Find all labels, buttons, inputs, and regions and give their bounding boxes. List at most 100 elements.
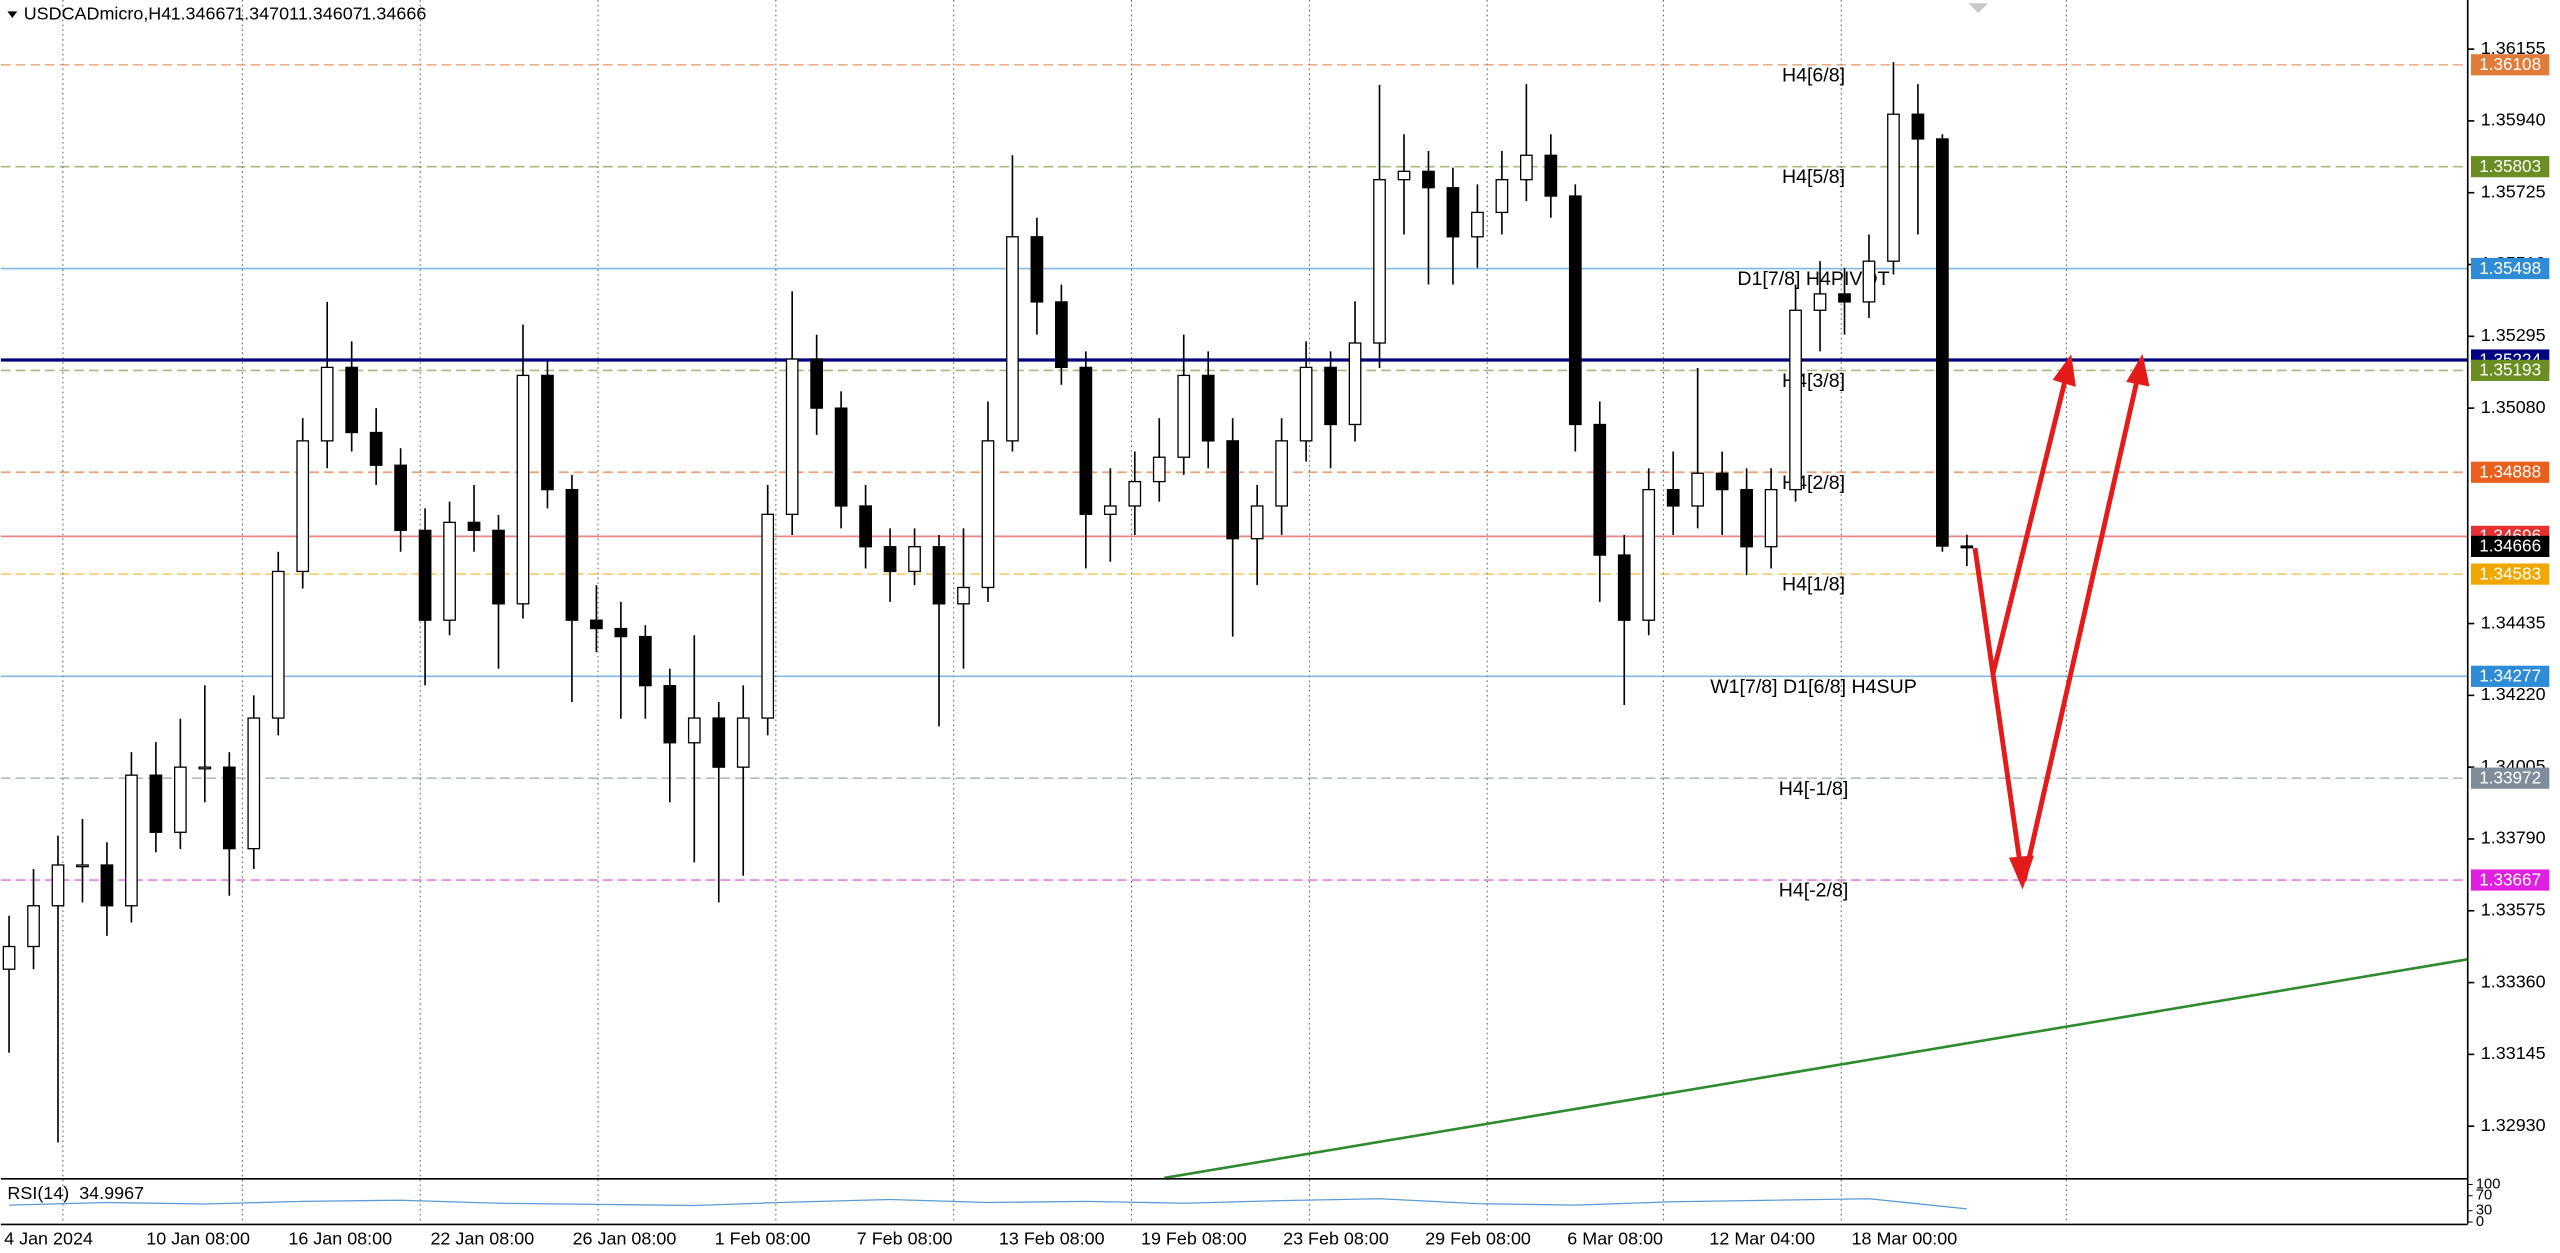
rsi-tick-label: 30: [2476, 1203, 2492, 1219]
y-tick-label: 1.33360: [2481, 971, 2546, 991]
candle-body: [492, 529, 505, 605]
candle-body: [1446, 187, 1460, 238]
candle-body: [1666, 488, 1680, 507]
candle-body: [1422, 170, 1435, 189]
x-tick-label: 12 Mar 04:00: [1709, 1229, 1815, 1249]
vertical-grid: [62, 0, 2067, 1224]
candle-body: [1691, 472, 1705, 507]
x-tick-label: 19 Feb 08:00: [1141, 1229, 1247, 1249]
candle-body: [1764, 488, 1778, 548]
x-tick-label: 26 Jan 08:00: [573, 1229, 677, 1249]
y-tick-label: 1.35295: [2481, 325, 2546, 345]
candle-body: [1544, 154, 1558, 197]
candle-body: [1838, 293, 1851, 303]
candle-body: [1936, 138, 1949, 547]
level-price-box: [2471, 563, 2550, 585]
x-tick-label: 1 Feb 08:00: [715, 1229, 811, 1249]
level-price: 1.34888: [2479, 462, 2541, 482]
rsi-tick-label: 70: [2476, 1188, 2492, 1204]
candle-body: [271, 570, 285, 719]
time-axis: 4 Jan 2024 10 Jan 08:00 16 Jan 08:00 22 Jan…: [4, 1229, 1957, 1249]
candle-body: [1471, 211, 1484, 238]
x-tick-label: 6 Mar 08:00: [1567, 1229, 1663, 1249]
x-tick-label: 29 Feb 08:00: [1425, 1229, 1531, 1249]
high: 1.34701: [234, 3, 299, 23]
candle-body: [1715, 472, 1729, 491]
candle-body: [834, 407, 848, 507]
level-price: 1.35498: [2479, 258, 2541, 278]
candle-body: [1495, 179, 1509, 214]
candle-body: [76, 864, 89, 868]
y-tick-label: 1.34435: [2481, 612, 2546, 632]
level-name: H4[1/8]: [1782, 574, 1845, 596]
level-name: D1[7/8] H4PIVOT: [1737, 268, 1889, 290]
candle-body: [516, 374, 530, 605]
open: 1.34667: [171, 3, 236, 23]
candle-body: [198, 766, 212, 770]
candle-body: [1177, 374, 1191, 458]
candle-body: [1055, 301, 1068, 369]
candle-body: [541, 374, 554, 491]
candle-body: [565, 488, 579, 621]
candle-body: [1079, 366, 1093, 515]
level-price-box: [2471, 156, 2550, 178]
candle-body: [394, 464, 407, 532]
candle-body: [1373, 179, 1386, 344]
x-tick-label: 22 Jan 08:00: [430, 1229, 534, 1249]
level-name: H4[-2/8]: [1779, 880, 1849, 902]
candle-body: [418, 529, 432, 621]
level-price-box: [2471, 869, 2550, 891]
header: USDCADmicro,H4 1.34667 1.34701 1.34607 1…: [7, 3, 426, 23]
close: 1.34666: [361, 3, 426, 23]
candle-body: [614, 627, 628, 638]
candle-body: [1519, 154, 1533, 181]
x-tick-label: 13 Feb 08:00: [999, 1229, 1105, 1249]
rsi-line: [9, 1198, 1967, 1210]
candle-body: [1324, 366, 1337, 426]
level-price-box: [2471, 359, 2550, 381]
candle-body: [1617, 554, 1631, 621]
trend-line: [1163, 958, 2468, 1180]
x-tick-label: 7 Feb 08:00: [857, 1229, 953, 1249]
current-price-box: [2471, 535, 2550, 557]
candle-body: [2, 945, 16, 970]
candle-body: [810, 358, 824, 409]
candles: [2, 62, 1974, 1143]
candle-body: [1275, 440, 1288, 507]
candle-body: [1201, 374, 1215, 442]
candle-body: [1789, 309, 1802, 491]
level-price: 1.36108: [2479, 54, 2541, 74]
candle-body: [149, 774, 163, 833]
current-price: 1.34666: [2479, 536, 2541, 556]
candle-body: [638, 635, 652, 687]
level-price: 1.34277: [2479, 666, 2541, 686]
y-tick-label: 1.33145: [2481, 1043, 2546, 1063]
price-axis: 1.361551.359401.357251.355101.352951.350…: [2467, 38, 2550, 1135]
level-price-box: [2471, 461, 2550, 483]
candle-body: [1740, 488, 1753, 548]
level-price: 1.35193: [2479, 360, 2541, 380]
candle-body: [1862, 260, 1876, 303]
candle-body: [51, 864, 65, 907]
candle-body: [785, 358, 799, 515]
candle-body: [1911, 113, 1925, 140]
y-tick-label: 1.35940: [2481, 110, 2546, 130]
candle-body: [320, 366, 334, 442]
candle-body: [590, 619, 603, 630]
candle-body: [369, 431, 383, 466]
y-tick-label: 1.35080: [2481, 397, 2546, 417]
rsi-tick-label: 100: [2476, 1176, 2500, 1192]
candle-body: [222, 766, 236, 850]
level-name: H4[6/8]: [1782, 64, 1845, 86]
candle-body: [100, 864, 114, 907]
candle-body: [663, 685, 677, 744]
candle-body: [736, 717, 750, 768]
candle-body: [443, 521, 456, 621]
candle-body: [296, 440, 310, 573]
candle-body: [1006, 236, 1019, 442]
candle-body: [1128, 480, 1142, 507]
candle-body: [1397, 170, 1411, 181]
candle-body: [687, 717, 701, 744]
